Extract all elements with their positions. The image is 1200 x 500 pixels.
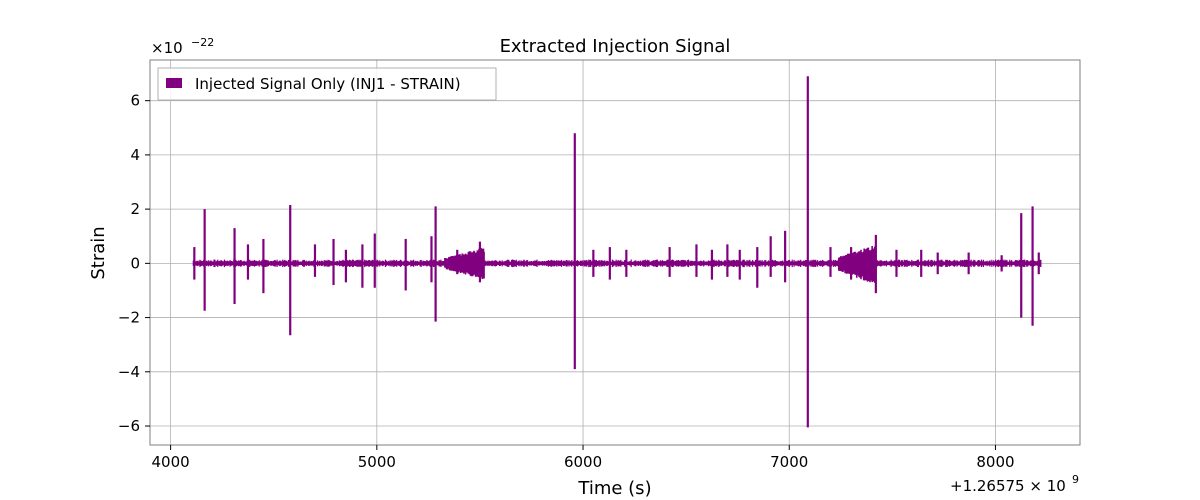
y-axis-label: Strain: [88, 226, 109, 279]
y-tick-label: 2: [130, 200, 140, 218]
x-offset-base: +1.26575 × 10: [950, 477, 1066, 495]
y-tick-label: −2: [118, 309, 140, 327]
x-offset: +1.26575 × 10 9: [950, 473, 1079, 495]
y-tick-label: 6: [130, 92, 140, 110]
x-tick-label: 4000: [152, 453, 190, 471]
legend-box: [157, 67, 497, 101]
y-multiplier: ×10 −22: [151, 36, 214, 57]
y-multiplier-base: ×10: [151, 39, 183, 57]
plot-area: [192, 76, 1042, 428]
y-multiplier-exponent: −22: [191, 36, 214, 49]
y-tick-label: 0: [130, 254, 140, 272]
x-tick-label: 5000: [358, 453, 396, 471]
x-axis-label: Time (s): [577, 478, 651, 499]
chart-title: Extracted Injection Signal: [500, 36, 731, 57]
x-offset-exponent: 9: [1072, 473, 1079, 486]
x-tick-label: 6000: [564, 453, 602, 471]
ticks: 4000 5000 6000 7000 8000 −6 −4 −2 0 2 4 6: [118, 92, 1015, 471]
legend: Injected Signal Only (INJ1 - STRAIN): [157, 67, 497, 101]
y-tick-label: −6: [118, 417, 140, 435]
x-tick-label: 8000: [976, 453, 1014, 471]
legend-label: Injected Signal Only (INJ1 - STRAIN): [195, 75, 461, 93]
x-tick-label: 7000: [770, 453, 808, 471]
y-tick-label: 4: [130, 146, 140, 164]
axes-frame: [149, 59, 1081, 446]
y-tick-label: −4: [118, 363, 140, 381]
legend-swatch: [166, 78, 182, 88]
